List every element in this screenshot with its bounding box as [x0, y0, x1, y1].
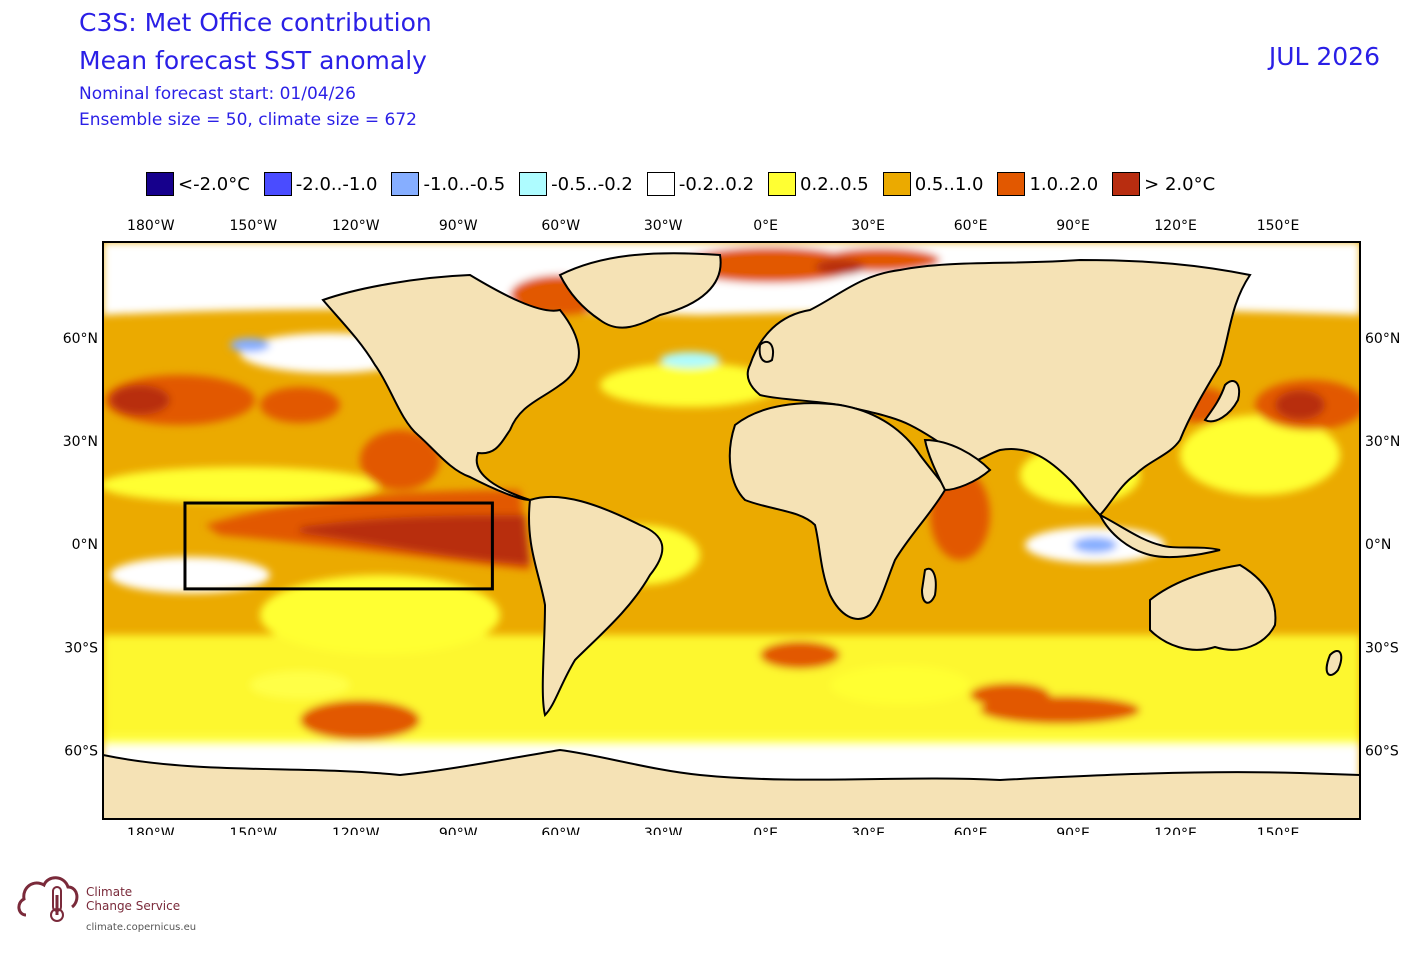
africa-landmass — [728, 402, 947, 620]
legend-label: -2.0..-1.0 — [295, 173, 378, 195]
lat-tick-label: 0°N — [1365, 537, 1391, 553]
lon-tick-label: 60°W — [541, 826, 580, 835]
lat-tick-label: 30°N — [63, 434, 98, 450]
south-america-landmass — [528, 495, 664, 717]
lat-tick-label: 30°S — [64, 640, 98, 656]
title-line-2: Mean forecast SST anomaly — [79, 46, 427, 75]
lon-tick-label: 90°E — [1056, 218, 1090, 234]
thermometer-cloud-icon — [17, 876, 79, 922]
lon-tick-label: 90°E — [1056, 826, 1090, 835]
lat-tick-label: 60°S — [64, 743, 98, 759]
legend-item: -2.0..-1.0 — [263, 172, 378, 196]
antarctica-landmass — [103, 748, 1360, 819]
lon-tick-label: 120°W — [332, 826, 380, 835]
indonesia-islands — [1097, 512, 1221, 559]
lon-tick-label: 150°W — [230, 826, 278, 835]
lat-tick-label: 60°S — [1365, 743, 1399, 759]
lon-tick-label: 30°W — [644, 218, 683, 234]
lon-tick-label: 90°W — [439, 826, 478, 835]
copernicus-logo: Climate Change Service climate.copernicu… — [16, 865, 216, 940]
lat-tick-label: 0°N — [72, 537, 98, 553]
legend-label: > 2.0°C — [1144, 173, 1216, 195]
lon-tick-label: 0°E — [753, 218, 778, 234]
logo-url: climate.copernicus.eu — [86, 922, 197, 933]
legend-label: -0.5..-0.2 — [551, 173, 633, 195]
eurasia-landmass — [746, 258, 1252, 517]
lon-tick-label: 120°E — [1154, 218, 1197, 234]
legend-item: > 2.0°C — [1112, 172, 1215, 196]
legend-label: 0.2..0.5 — [800, 173, 869, 195]
lon-tick-label: 120°W — [332, 218, 380, 234]
lon-tick-label: 30°E — [851, 826, 885, 835]
legend-label: <-2.0°C — [178, 173, 250, 195]
legend-swatch — [768, 172, 797, 196]
australia-landmass — [1149, 563, 1277, 651]
lat-tick-label: 60°N — [63, 331, 98, 347]
title-line-1: C3S: Met Office contribution — [79, 8, 432, 37]
logo-line-2: Change Service — [86, 899, 181, 913]
lon-tick-label: 60°E — [954, 218, 988, 234]
lon-tick-label: 90°W — [439, 218, 478, 234]
lon-tick-label: 30°W — [644, 826, 683, 835]
lon-tick-label: 30°E — [851, 218, 885, 234]
legend-label: 1.0..2.0 — [1029, 173, 1099, 195]
valid-month-label: JUL 2026 — [1268, 42, 1380, 71]
legend-label: -1.0..-0.5 — [423, 173, 506, 195]
logo-line-1: Climate — [86, 885, 133, 899]
land-masses — [103, 252, 1360, 819]
north-america-landmass — [321, 273, 580, 501]
legend-swatch — [391, 172, 420, 196]
lon-tick-label: 150°E — [1257, 826, 1300, 835]
lon-tick-label: 60°W — [541, 218, 580, 234]
sst-anomaly-map: 180°W 180°W 150°W 150°W 120°W 120°W 90°W 90°W 60… — [0, 215, 1416, 835]
lat-tick-label: 30°N — [1365, 434, 1400, 450]
madagascar-landmass — [920, 567, 937, 604]
lat-tick-label: 60°N — [1365, 331, 1400, 347]
legend-swatch — [519, 172, 548, 196]
map-axis-labels: 180°W 180°W 150°W 150°W 120°W 120°W 90°W 90°W 60… — [63, 218, 1401, 835]
uk-landmass — [758, 340, 774, 363]
ensemble-size-text: Ensemble size = 50, climate size = 672 — [79, 110, 417, 130]
legend-item: 0.5..1.0 — [882, 172, 984, 196]
color-legend: <-2.0°C -2.0..-1.0 -1.0..-0.5 -0.5..-0.2 -0.… — [146, 171, 1229, 197]
legend-item: 0.2..0.5 — [768, 172, 869, 196]
arabia-landmass — [923, 438, 992, 492]
legend-swatch — [1112, 172, 1141, 196]
legend-item: -0.5..-0.2 — [519, 172, 633, 196]
legend-swatch — [146, 172, 174, 196]
legend-swatch — [646, 172, 675, 196]
legend-item: <-2.0°C — [146, 172, 250, 196]
forecast-start-text: Nominal forecast start: 01/04/26 — [79, 84, 356, 104]
lon-tick-label: 60°E — [954, 826, 988, 835]
nino-region-box — [183, 501, 494, 591]
new-zealand-landmass — [1325, 650, 1343, 676]
lon-tick-label: 150°W — [230, 218, 278, 234]
greenland-landmass — [558, 252, 722, 329]
legend-swatch — [997, 172, 1026, 196]
lon-tick-label: 180°W — [127, 218, 175, 234]
map-frame — [102, 241, 1361, 820]
map-canvas: 180°W 180°W 150°W 150°W 120°W 120°W 90°W 90°W 60… — [63, 218, 1401, 835]
lat-tick-label: 30°S — [1365, 640, 1399, 656]
lon-tick-label: 120°E — [1154, 826, 1197, 835]
legend-item: -0.2..0.2 — [646, 172, 755, 196]
japan-landmass — [1203, 380, 1241, 423]
lon-tick-label: 0°E — [753, 826, 778, 835]
legend-swatch — [882, 172, 911, 196]
legend-label: -0.2..0.2 — [678, 173, 755, 195]
legend-item: 1.0..2.0 — [997, 172, 1098, 196]
lon-tick-label: 180°W — [127, 826, 175, 835]
legend-label: 0.5..1.0 — [914, 173, 984, 195]
lon-tick-label: 150°E — [1257, 218, 1300, 234]
legend-item: -1.0..-0.5 — [391, 172, 505, 196]
legend-swatch — [263, 172, 292, 196]
